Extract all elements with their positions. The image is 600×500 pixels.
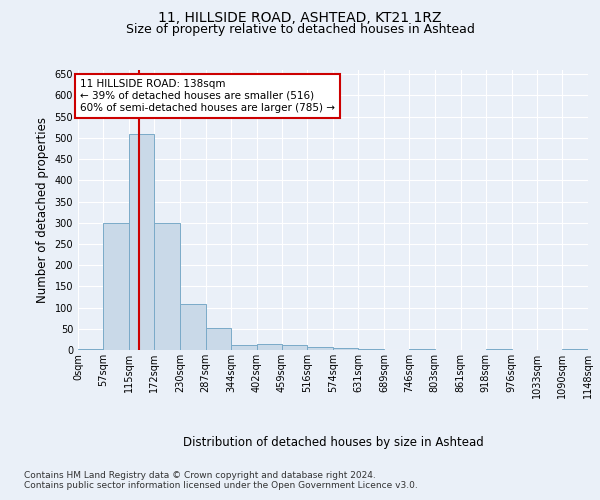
- Text: 11 HILLSIDE ROAD: 138sqm
← 39% of detached houses are smaller (516)
60% of semi-: 11 HILLSIDE ROAD: 138sqm ← 39% of detach…: [80, 80, 335, 112]
- Text: Contains HM Land Registry data © Crown copyright and database right 2024.
Contai: Contains HM Land Registry data © Crown c…: [24, 470, 418, 490]
- Y-axis label: Number of detached properties: Number of detached properties: [36, 117, 49, 303]
- Bar: [78, 348, 103, 350]
- Bar: [103, 222, 129, 350]
- Bar: [180, 304, 205, 350]
- Bar: [358, 349, 384, 350]
- Bar: [205, 328, 231, 350]
- Bar: [257, 344, 282, 350]
- Bar: [562, 349, 588, 350]
- Bar: [333, 348, 358, 350]
- Bar: [486, 349, 512, 350]
- Bar: [231, 345, 257, 350]
- Bar: [154, 222, 180, 350]
- Bar: [409, 349, 435, 350]
- Bar: [129, 134, 154, 350]
- Text: Distribution of detached houses by size in Ashtead: Distribution of detached houses by size …: [182, 436, 484, 449]
- Bar: [307, 346, 333, 350]
- Text: 11, HILLSIDE ROAD, ASHTEAD, KT21 1RZ: 11, HILLSIDE ROAD, ASHTEAD, KT21 1RZ: [158, 10, 442, 24]
- Bar: [282, 345, 307, 350]
- Text: Size of property relative to detached houses in Ashtead: Size of property relative to detached ho…: [125, 24, 475, 36]
